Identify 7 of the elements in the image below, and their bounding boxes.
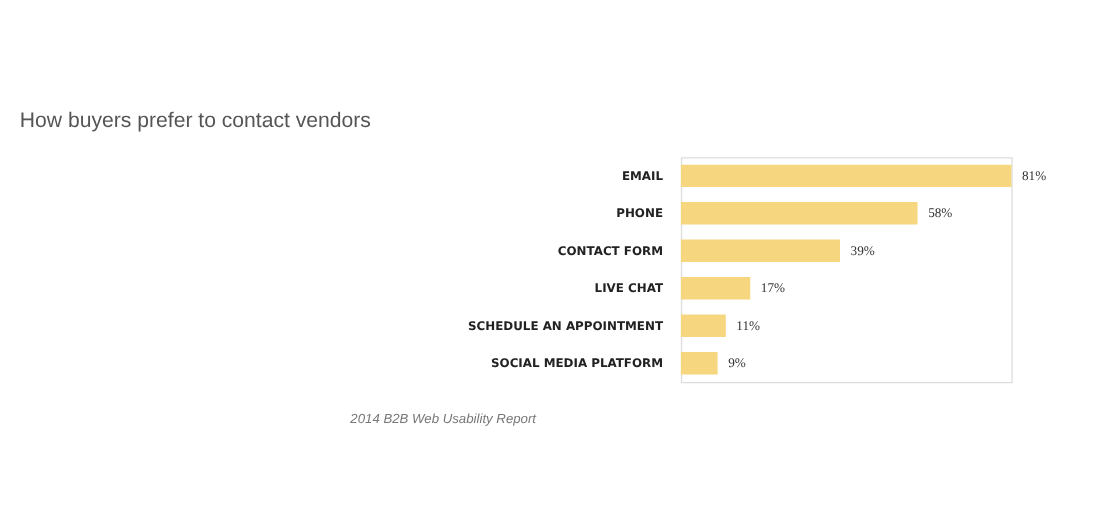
bar xyxy=(680,164,1012,188)
bar xyxy=(680,277,751,300)
bar xyxy=(680,351,718,375)
bar xyxy=(680,314,726,337)
bar xyxy=(680,239,841,263)
text: How buyers prefer to contact vendors xyxy=(19,108,371,133)
bar xyxy=(680,202,918,225)
